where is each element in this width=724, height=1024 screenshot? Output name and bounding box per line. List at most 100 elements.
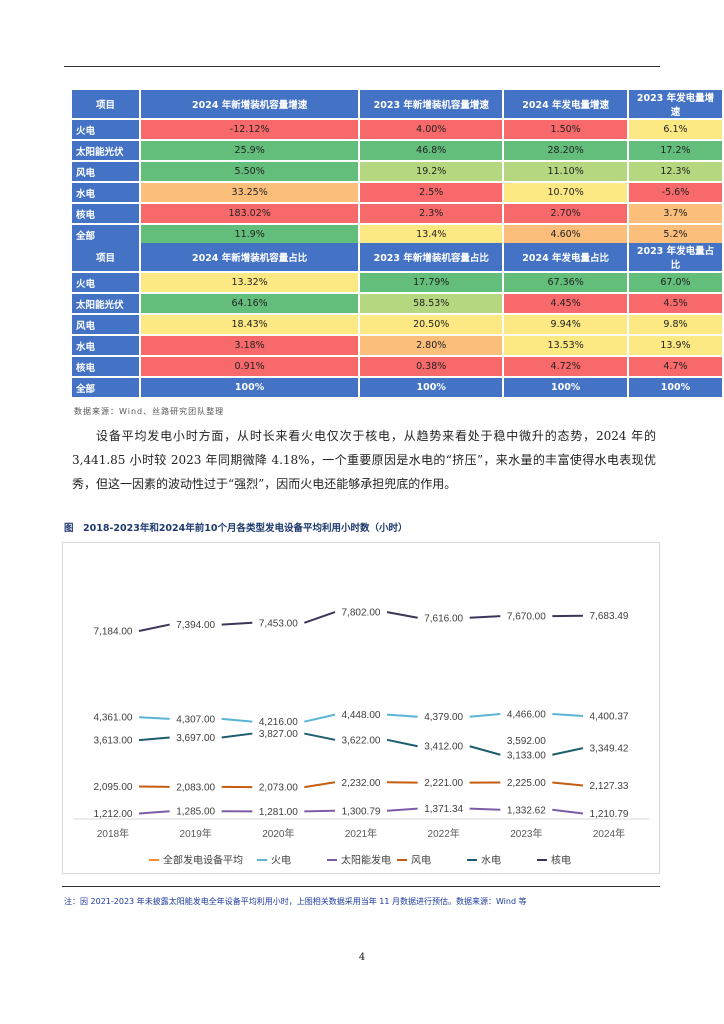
table-cell: 2.70%	[504, 204, 627, 223]
row-label: 全部	[72, 225, 140, 244]
data-label: 3,412.00	[424, 742, 463, 753]
header-cell: 2023 年新增装机容量占比	[360, 243, 503, 271]
data-label: 3,697.00	[176, 733, 215, 744]
data-label: 7,802.00	[342, 608, 381, 619]
table-cell: 46.8%	[360, 141, 503, 160]
table-header-row: 项目 2024 年新增装机容量占比 2023 年新增装机容量占比 2024 年发…	[72, 243, 722, 271]
table-cell: 28.20%	[504, 141, 627, 160]
table-cell: 4.7%	[628, 357, 722, 376]
data-label: 3,622.00	[342, 735, 381, 746]
data-label: 2,225.00	[507, 778, 546, 789]
series-line-segment	[138, 623, 170, 632]
table-cell: 9.8%	[628, 315, 722, 334]
header-cell: 2023 年发电量占比	[628, 243, 722, 271]
table-cell: 12.3%	[628, 162, 722, 181]
legend-label: 火电	[271, 854, 291, 867]
table-row: 太阳能光伏 25.9% 46.8% 28.20% 17.2%	[72, 141, 722, 160]
table-cell: 33.25%	[141, 183, 359, 202]
table-cell: 1.50%	[504, 120, 627, 139]
table-cell: 4.45%	[504, 294, 627, 313]
figure-title: 图 2018-2023年和2024年前10个月各类型发电设备平均利用小时数（小时…	[64, 523, 408, 534]
data-label: 1,212.00	[94, 809, 133, 820]
table-row: 核电 183.02% 2.3% 2.70% 3.7%	[72, 204, 722, 223]
table-cell: 2.5%	[360, 183, 503, 202]
table-cell: 0.38%	[360, 357, 503, 376]
table-cell: 67.0%	[628, 273, 722, 292]
header-cell: 2024 年新增装机容量增速	[141, 90, 359, 118]
series-line-segment	[386, 807, 418, 812]
x-tick-label: 2023年	[510, 827, 542, 840]
series-line-segment	[552, 808, 584, 815]
table-row: 全部 100% 100% 100% 100%	[72, 378, 722, 397]
data-label: 2,073.00	[259, 783, 298, 794]
legend-label: 风电	[411, 854, 431, 867]
data-label: 3,349.42	[590, 744, 629, 755]
data-label: 3,592.00	[507, 736, 546, 747]
table-cell: 0.91%	[141, 357, 359, 376]
table-cell: 25.9%	[141, 141, 359, 160]
x-tick-label: 2019年	[180, 827, 212, 840]
growth-table: 项目 2024 年新增装机容量增速 2023 年新增装机容量增速 2024 年发…	[70, 88, 724, 246]
table-cell: 19.2%	[360, 162, 503, 181]
table-header-row: 项目 2024 年新增装机容量增速 2023 年新增装机容量增速 2024 年发…	[72, 90, 722, 118]
footnote: 注：因 2021-2023 年未披露太阳能发电全年设备平均利用小时，上图相关数据…	[64, 897, 527, 906]
data-label: 3,133.00	[507, 750, 546, 761]
table-cell: 100%	[360, 378, 503, 397]
data-label: 2,083.00	[176, 782, 215, 793]
data-label: 1,371.34	[424, 804, 463, 815]
data-label: 1,300.79	[342, 806, 381, 817]
series-line-segment	[138, 716, 170, 720]
body-paragraph: 设备平均发电小时方面，从时长来看火电仅次于核电，从趋势来看处于稳中微升的态势，2…	[72, 429, 656, 491]
row-label: 风电	[72, 315, 140, 334]
series-line-segment	[221, 732, 253, 739]
table-cell: 10.70%	[504, 183, 627, 202]
series-line-segment	[304, 713, 336, 723]
series-line-segment	[304, 732, 336, 741]
series-line-segment	[552, 747, 584, 756]
series-line-segment	[138, 736, 170, 742]
data-label: 2,095.00	[94, 782, 133, 793]
data-label: 4,466.00	[507, 710, 546, 721]
x-tick-label: 2021年	[345, 827, 377, 840]
table-row: 风电 18.43% 20.50% 9.94% 9.8%	[72, 315, 722, 334]
table-cell: 11.9%	[141, 225, 359, 244]
table-cell: 100%	[628, 378, 722, 397]
header-cell: 2024 年发电量占比	[504, 243, 627, 271]
table-cell: 13.32%	[141, 273, 359, 292]
x-tick-label: 2018年	[97, 827, 129, 840]
legend-label: 核电	[551, 854, 571, 867]
table-row: 火电 13.32% 17.79% 67.36% 67.0%	[72, 273, 722, 292]
data-label: 2,232.00	[342, 778, 381, 789]
table-cell: 17.2%	[628, 141, 722, 160]
table-cell: 5.2%	[628, 225, 722, 244]
x-tick-label: 2022年	[428, 827, 460, 840]
series-line-segment	[552, 713, 584, 718]
data-label: 1,332.62	[507, 805, 546, 816]
share-table: 项目 2024 年新增装机容量占比 2023 年新增装机容量占比 2024 年发…	[70, 241, 724, 399]
chart-container: 2018年 2019年 2020年 2021年 2022年 2023年 2024年 3,592…	[62, 542, 660, 874]
table-row: 水电 3.18% 2.80% 13.53% 13.9%	[72, 336, 722, 355]
row-label: 核电	[72, 204, 140, 223]
table-cell: 13.53%	[504, 336, 627, 355]
table-cell: 6.1%	[628, 120, 722, 139]
header-cell: 2024 年发电量增速	[504, 90, 627, 118]
row-label: 水电	[72, 183, 140, 202]
table-cell: 4.5%	[628, 294, 722, 313]
row-label: 核电	[72, 357, 140, 376]
row-label: 火电	[72, 273, 140, 292]
series-line-segment	[386, 738, 418, 748]
series-line-segment	[221, 621, 253, 626]
row-label: 风电	[72, 162, 140, 181]
table-cell: 67.36%	[504, 273, 627, 292]
data-label: 4,379.00	[424, 712, 463, 723]
data-label: 4,216.00	[259, 717, 298, 728]
series-line-segment	[138, 810, 170, 815]
data-label: 7,394.00	[176, 620, 215, 631]
table-cell: 183.02%	[141, 204, 359, 223]
legend-label: 全部发电设备平均	[163, 854, 243, 867]
series-line-segment	[304, 781, 336, 789]
table-cell: 18.43%	[141, 315, 359, 334]
bottom-rule	[62, 886, 660, 887]
legend-label: 水电	[481, 854, 501, 867]
data-label: 1,285.00	[176, 807, 215, 818]
